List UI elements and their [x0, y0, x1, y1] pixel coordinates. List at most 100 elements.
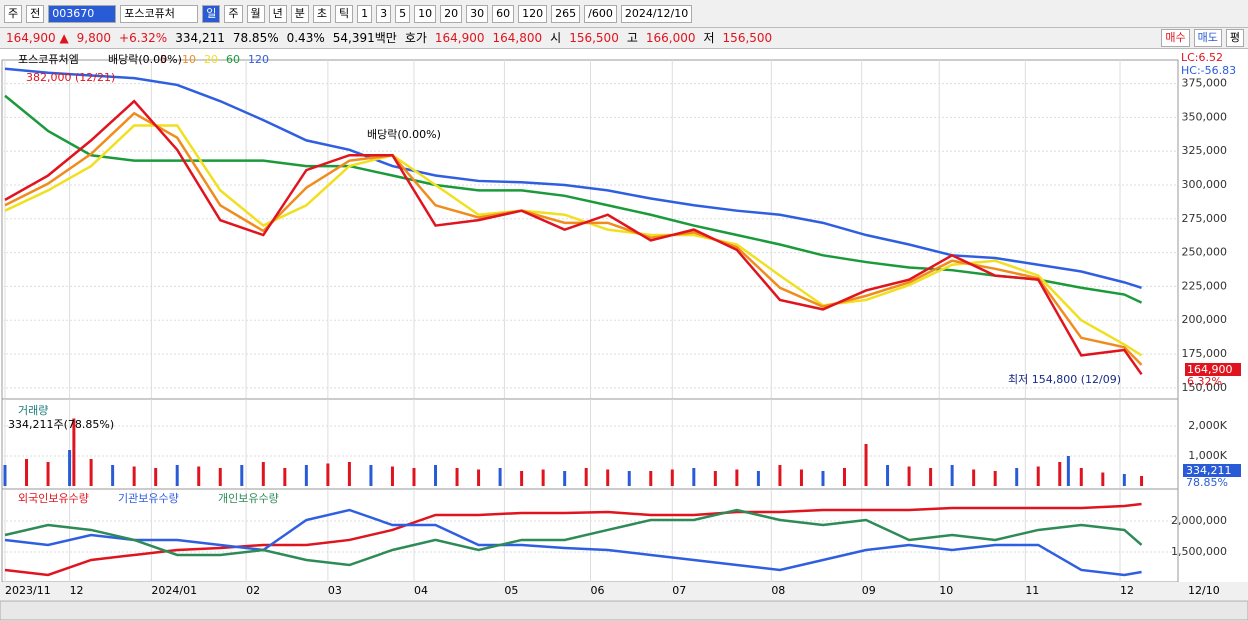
annotation: 382,000 (12/21) — [26, 71, 115, 84]
info-button[interactable]: 매도 — [1193, 29, 1222, 47]
x-tick-label: 12 — [70, 584, 84, 597]
toolbar-item[interactable]: 30 — [466, 4, 489, 23]
volume-bar — [434, 465, 438, 486]
volume-bar — [1079, 468, 1083, 486]
toolbar-item[interactable]: 20 — [440, 4, 463, 23]
annotation: 배당락(0.00%) — [108, 53, 182, 66]
price-box — [1185, 363, 1241, 376]
legend-entry: 20 — [204, 53, 218, 66]
info-item: 고 — [626, 31, 638, 45]
chart: 150,000 175,000 200,000 225,000 250,000 275,0… — [0, 51, 1248, 621]
x-tick-label: 03 — [328, 584, 342, 597]
toolbar-item[interactable]: 틱 — [335, 4, 354, 23]
x-tick-label: 02 — [246, 584, 260, 597]
annotation: 6.32% — [1187, 375, 1222, 388]
y-tick-label: 250,000 — [1182, 246, 1228, 259]
x-tick-label: 11 — [1025, 584, 1039, 597]
scrollbar[interactable] — [0, 600, 1248, 621]
series-line — [4, 99, 1143, 376]
info-button[interactable]: 매수 — [1161, 29, 1190, 47]
volume-bar — [1036, 466, 1040, 486]
info-item: 334,211 — [175, 31, 225, 45]
volume-bar — [498, 468, 502, 486]
volume-bar — [132, 466, 136, 486]
panel-subtitle: 334,211주(78.85%) — [8, 418, 114, 431]
annotation: 최저 154,800 (12/09) — [1008, 373, 1121, 386]
toolbar-item[interactable]: 3 — [376, 4, 392, 23]
x-tick-label: 2024/01 — [151, 584, 197, 597]
info-item: 9,800 — [76, 31, 112, 45]
info-item: 78.85% — [232, 31, 279, 45]
info-item: 166,000 — [645, 31, 696, 45]
toolbar-item[interactable]: 전 — [26, 4, 45, 23]
volume-bar — [864, 444, 868, 486]
volume-bar — [541, 469, 545, 486]
volume-bar — [46, 462, 50, 486]
volume-bar — [369, 465, 373, 486]
volume-bar — [821, 471, 825, 486]
info-item: 0.43% — [286, 31, 325, 45]
y-tick-label: 300,000 — [1182, 178, 1228, 191]
volume-bar — [261, 462, 265, 486]
y-tick-label: 225,000 — [1182, 279, 1228, 292]
y-tick-label: 200,000 — [1182, 313, 1228, 326]
y-tick-label: 1,000K — [1188, 449, 1227, 462]
toolbar-item[interactable]: 10 — [414, 4, 437, 23]
x-tick-label: 04 — [414, 584, 428, 597]
toolbar-item[interactable]: 주 — [4, 4, 23, 23]
toolbar-item[interactable]: 월 — [246, 4, 265, 23]
legend-entry: 외국인보유수량 — [18, 492, 89, 505]
toolbar-item[interactable]: 5 — [395, 4, 411, 23]
volume-bar — [477, 469, 481, 486]
toolbar-item[interactable]: 60 — [492, 4, 515, 23]
toolbar-item[interactable]: 주 — [224, 4, 243, 23]
volume-bar — [304, 465, 308, 486]
info-bar: 164,900 ▲ 9,800 +6.32% 334,211 78.85% 0.43% 54… — [0, 28, 1248, 49]
toolbar-item[interactable]: 003670 — [48, 4, 117, 23]
annotation: LC:6.52 — [1181, 51, 1223, 64]
toolbar-item[interactable]: 년 — [268, 4, 287, 23]
info-item: 164,900 — [434, 31, 485, 45]
info-item: 156,500 — [569, 31, 619, 45]
panel-title: 거래량 — [18, 404, 48, 417]
x-tick-label: 09 — [862, 584, 876, 597]
volume-bar — [929, 468, 933, 486]
toolbar-item[interactable]: 초 — [312, 4, 331, 23]
volume-bar — [283, 468, 287, 486]
volume-bar — [72, 418, 76, 486]
volume-bar — [950, 465, 954, 486]
info-button[interactable]: 평 — [1225, 29, 1244, 47]
volume-bar — [455, 468, 459, 486]
volume-bar — [390, 466, 394, 486]
volume-bar — [326, 463, 330, 486]
toolbar-item[interactable]: 265 — [551, 4, 581, 23]
toolbar-item[interactable]: 120 — [518, 4, 548, 23]
volume-bar — [25, 459, 29, 486]
volume-bar — [1066, 456, 1070, 486]
toolbar-item[interactable]: 포스코퓨처 — [120, 4, 199, 23]
x-tick-label: 10 — [939, 584, 953, 597]
volume-bar — [713, 471, 717, 486]
info-item: 호가 — [404, 31, 427, 45]
volume-bar — [89, 459, 93, 486]
toolbar-item[interactable]: 일 — [202, 4, 221, 23]
annotation: 334,211 — [1186, 464, 1232, 477]
volume-bar — [606, 469, 610, 486]
volume-bar — [670, 469, 674, 486]
toolbar-item[interactable]: /600 — [584, 4, 617, 23]
legend-entry: 60 — [226, 53, 240, 66]
volume-bar — [799, 469, 803, 486]
volume-bar — [1122, 474, 1126, 486]
y-tick-label: 375,000 — [1182, 77, 1228, 90]
toolbar-item[interactable]: 1 — [357, 4, 373, 23]
series-line — [4, 67, 1142, 289]
toolbar-item[interactable]: 2024/12/10 — [620, 4, 693, 23]
y-tick-label: 150,000 — [1182, 381, 1228, 394]
volume-bar — [627, 471, 631, 486]
volume-bar — [111, 465, 115, 486]
toolbar-item[interactable]: 분 — [290, 4, 309, 23]
info-item: 164,800 — [492, 31, 543, 45]
volume-bar — [886, 465, 890, 486]
info-item: 156,500 — [722, 31, 773, 45]
